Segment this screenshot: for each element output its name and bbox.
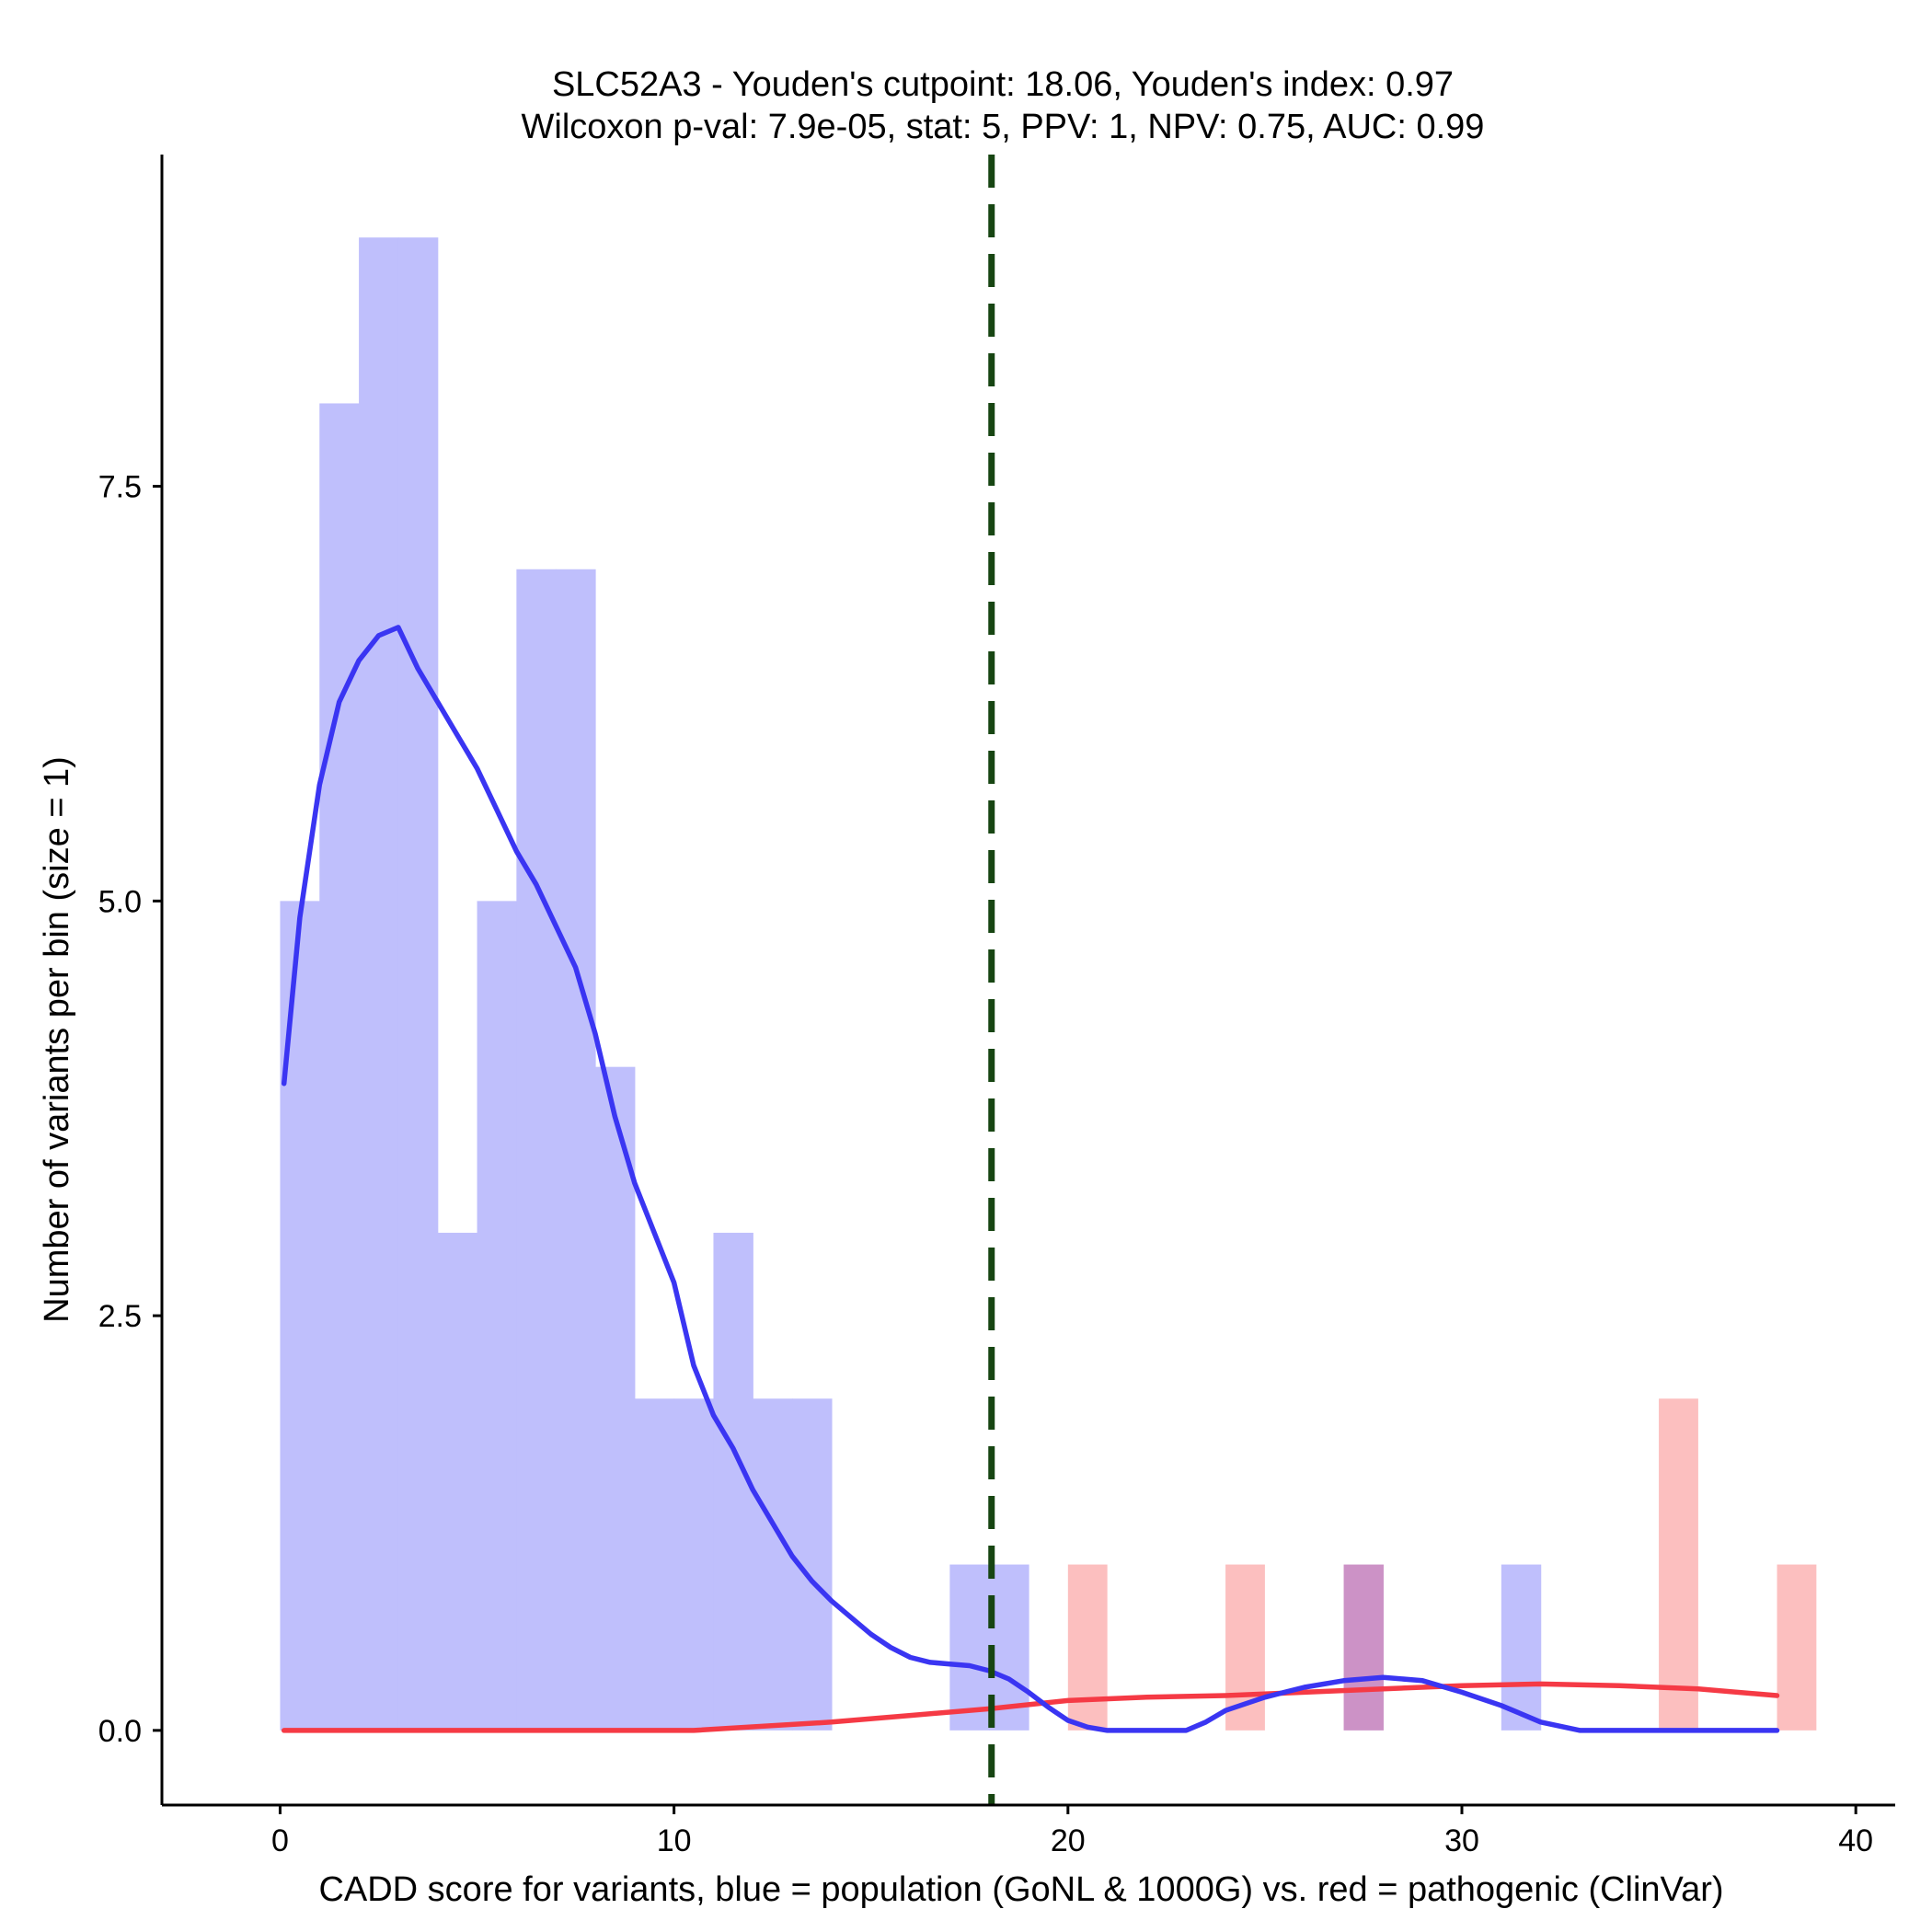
population-bar-9	[634, 1398, 675, 1731]
pathogenic-bar-0	[1067, 1564, 1108, 1731]
x-tick-label-2: 20	[1051, 1823, 1086, 1858]
x-ticks: 0 10 20 30 40	[271, 1805, 1873, 1858]
x-axis-label: CADD score for variants, blue = populati…	[318, 1870, 1723, 1909]
x-tick-label-0: 0	[271, 1823, 289, 1858]
population-density-line	[281, 625, 1780, 1733]
population-bar-14	[949, 1564, 990, 1731]
y-tick-label-3: 7.5	[98, 470, 142, 505]
chart-title-line1: SLC52A3 - Youden's cutpoint: 18.06, Youd…	[552, 65, 1454, 104]
population-bar-7	[556, 569, 596, 1731]
y-tick-label-2: 5.0	[98, 884, 142, 919]
x-axis: 0 10 20 30 40	[162, 1803, 1895, 1858]
chart-title: SLC52A3 - Youden's cutpoint: 18.06, Youd…	[522, 65, 1485, 146]
population-bar-1	[319, 403, 360, 1731]
population-bar-8	[595, 1066, 636, 1731]
chart-title-line2: Wilcoxon p-val: 7.9e-05, stat: 5, PPV: 1…	[522, 108, 1485, 146]
population-bar-16	[1343, 1564, 1384, 1731]
x-tick-label-4: 40	[1838, 1823, 1873, 1858]
pathogenic-bar-4	[1777, 1564, 1817, 1731]
y-tick-label-0: 0.0	[98, 1714, 142, 1749]
population-bar-5	[477, 901, 517, 1731]
y-axis: 0.0 2.5 5.0 7.5	[98, 155, 164, 1805]
y-ticks: 0.0 2.5 5.0 7.5	[98, 470, 162, 1749]
pathogenic-bar-3	[1659, 1398, 1698, 1731]
x-tick-label-3: 30	[1444, 1823, 1479, 1858]
pathogenic-density-line	[281, 1681, 1780, 1733]
population-bar-3	[397, 237, 439, 1731]
x-tick-label-1: 10	[657, 1823, 692, 1858]
population-bar-2	[359, 237, 399, 1731]
population-bar-17	[1501, 1564, 1542, 1731]
population-bar-0	[280, 901, 320, 1731]
population-bar-15	[989, 1564, 1029, 1731]
y-tick-label-1: 2.5	[98, 1299, 142, 1334]
pathogenic-bars	[1067, 1398, 1817, 1731]
population-bar-10	[673, 1398, 715, 1731]
population-bar-4	[437, 1232, 478, 1731]
population-bars	[280, 237, 1542, 1731]
population-bar-6	[516, 569, 557, 1731]
population-bar-12	[753, 1398, 793, 1731]
y-axis-label: Number of variants per bin (size = 1)	[38, 756, 76, 1323]
